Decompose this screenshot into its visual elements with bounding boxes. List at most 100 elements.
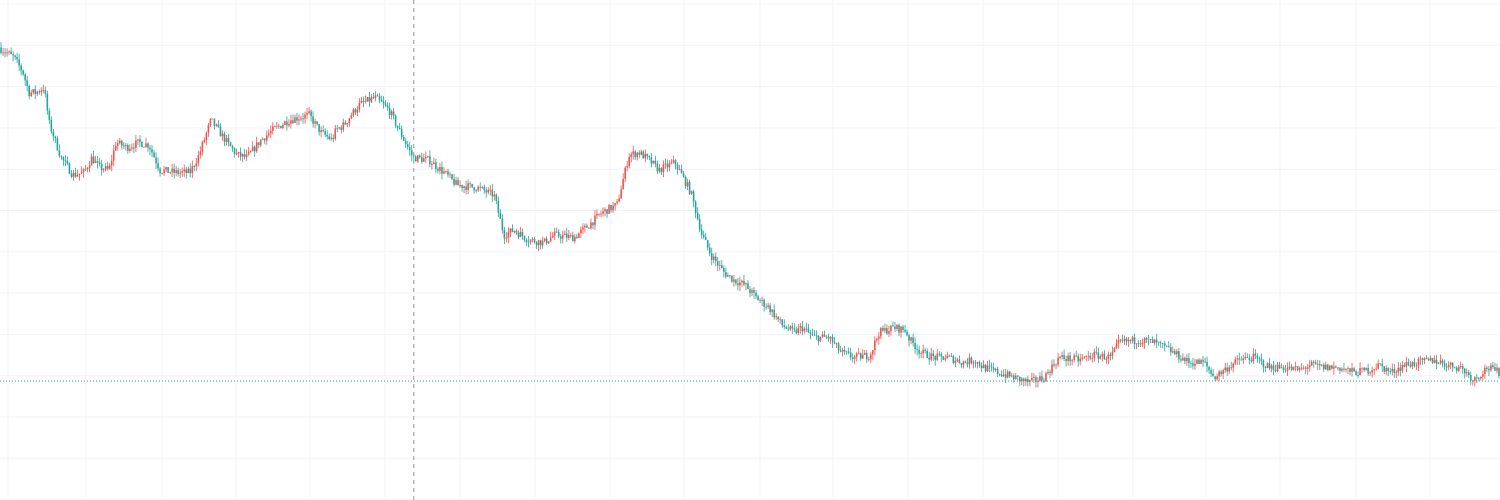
candle-body: [1321, 364, 1323, 366]
candle-body: [821, 334, 824, 337]
candle-body: [998, 374, 1001, 375]
candle-body: [908, 335, 910, 341]
candle: [851, 353, 854, 363]
candle-body: [58, 150, 61, 157]
candle-body: [584, 225, 586, 228]
candle: [447, 168, 449, 178]
candle-body: [777, 316, 779, 320]
candle-body: [702, 234, 705, 238]
candle: [108, 162, 111, 170]
candle-body: [288, 123, 290, 126]
candle: [12, 51, 14, 61]
candle: [1111, 346, 1114, 360]
candle: [956, 357, 959, 363]
candle-body: [300, 118, 302, 120]
candle-body: [1170, 347, 1172, 353]
candle-body: [1083, 357, 1086, 358]
candle-body: [1355, 371, 1357, 376]
candle: [787, 324, 790, 332]
candle: [1157, 341, 1160, 347]
candle: [1069, 351, 1071, 366]
candle-body: [986, 365, 989, 372]
candle: [529, 238, 532, 245]
candle-body: [662, 164, 665, 173]
candle-body: [326, 134, 328, 137]
candle-body: [1099, 356, 1102, 359]
candle-body: [1347, 368, 1349, 370]
candle-body: [813, 334, 816, 336]
candle-body: [28, 86, 30, 97]
candle: [1117, 334, 1120, 349]
candle-body: [1121, 339, 1124, 341]
candle: [688, 179, 691, 195]
candle: [716, 257, 719, 272]
candle: [84, 164, 87, 171]
candle: [159, 167, 161, 177]
candle-body: [392, 111, 395, 116]
candle: [1214, 375, 1216, 382]
candle-body: [473, 187, 475, 191]
candle-body: [153, 152, 155, 158]
candle-body: [322, 130, 324, 132]
candle: [1220, 369, 1222, 377]
candle-body: [1091, 358, 1094, 359]
candle-body: [425, 156, 427, 159]
candle: [690, 190, 693, 196]
candle: [116, 139, 119, 151]
candle-body: [753, 290, 755, 293]
candle: [821, 331, 824, 338]
candle-body: [1443, 363, 1446, 367]
candle: [1113, 347, 1116, 353]
candle-body: [1399, 367, 1402, 371]
candle: [1248, 353, 1251, 365]
candle: [1236, 355, 1239, 365]
candle: [1276, 361, 1279, 373]
candle-body: [1089, 355, 1092, 359]
candle-body: [1151, 339, 1154, 344]
candle-body: [1280, 367, 1283, 369]
candle: [1081, 354, 1084, 361]
candle-body: [1341, 368, 1343, 371]
candle: [994, 367, 997, 372]
candle: [445, 170, 447, 174]
candle-body: [193, 166, 196, 167]
candle: [1012, 373, 1015, 383]
candle-body: [837, 343, 840, 351]
candle-body: [1470, 374, 1472, 381]
candle-body: [666, 163, 669, 168]
candle: [596, 209, 598, 219]
candle-body: [920, 353, 922, 354]
candle: [829, 335, 832, 345]
candle-body: [1204, 361, 1206, 363]
candle: [783, 319, 786, 330]
candle-body: [1476, 377, 1478, 379]
candle: [423, 153, 425, 162]
candle: [809, 329, 812, 340]
candle: [328, 133, 330, 141]
candle-body: [1405, 362, 1408, 367]
candle-body: [916, 349, 918, 350]
candle-body: [1385, 368, 1388, 372]
candle-body: [112, 150, 115, 161]
candle-body: [805, 328, 808, 330]
candle: [628, 153, 630, 169]
candle: [960, 362, 963, 369]
candle: [1250, 356, 1253, 363]
candle: [382, 95, 385, 109]
candle-body: [1300, 367, 1303, 369]
candle-body: [400, 129, 403, 137]
candle: [471, 183, 473, 188]
candle: [481, 185, 484, 189]
candle: [449, 171, 451, 179]
candle-body: [886, 328, 888, 334]
candle: [300, 115, 302, 122]
candle: [616, 198, 618, 206]
candle-body: [36, 91, 39, 94]
candle-body: [664, 163, 667, 165]
candle-body: [1039, 376, 1041, 381]
candle: [755, 290, 757, 300]
candle-body: [1240, 359, 1243, 361]
candle-body: [92, 156, 95, 163]
